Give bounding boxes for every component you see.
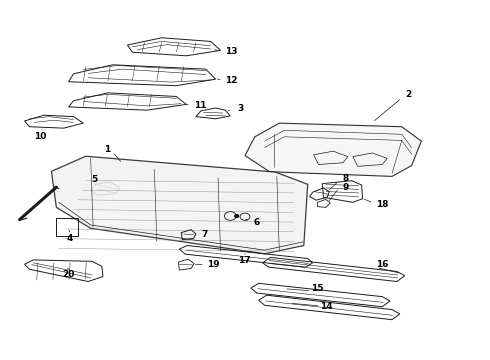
Text: 1: 1 bbox=[104, 145, 110, 154]
Polygon shape bbox=[245, 123, 421, 176]
Text: 20: 20 bbox=[62, 270, 75, 279]
Text: 11: 11 bbox=[194, 101, 206, 110]
Text: 12: 12 bbox=[225, 76, 238, 85]
Text: 5: 5 bbox=[91, 175, 97, 184]
Text: 8: 8 bbox=[343, 175, 348, 184]
Text: 2: 2 bbox=[405, 90, 411, 99]
Text: 4: 4 bbox=[67, 234, 74, 243]
Polygon shape bbox=[51, 156, 308, 254]
Text: 14: 14 bbox=[320, 302, 333, 311]
Text: 15: 15 bbox=[311, 284, 324, 293]
Text: 9: 9 bbox=[343, 183, 349, 192]
Text: 7: 7 bbox=[201, 230, 208, 239]
Text: 3: 3 bbox=[237, 104, 243, 113]
Text: 13: 13 bbox=[225, 47, 238, 56]
Text: 6: 6 bbox=[254, 218, 260, 228]
Text: 19: 19 bbox=[207, 261, 220, 269]
Text: 18: 18 bbox=[376, 200, 389, 209]
Text: 16: 16 bbox=[376, 260, 389, 269]
Circle shape bbox=[235, 215, 239, 217]
Text: 10: 10 bbox=[34, 132, 47, 141]
Text: 17: 17 bbox=[238, 256, 250, 265]
